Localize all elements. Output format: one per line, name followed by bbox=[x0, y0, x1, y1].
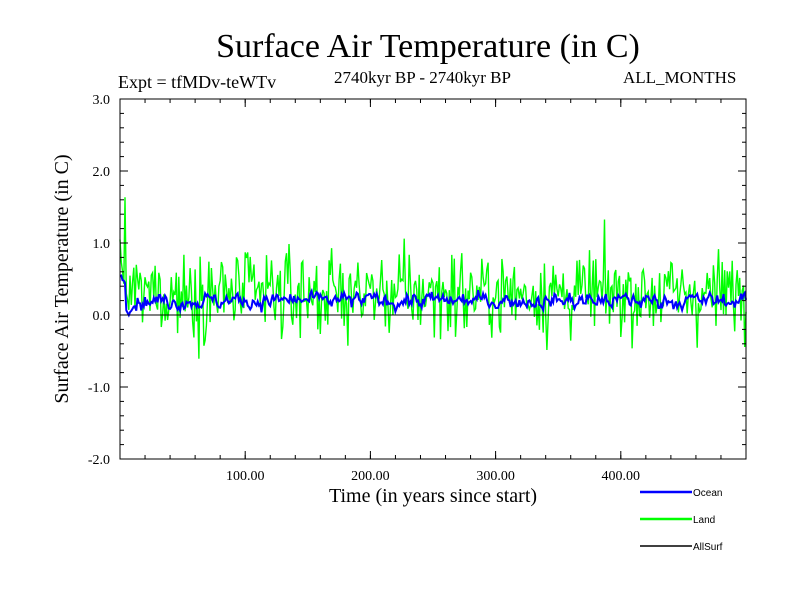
y-tick-label: 1.0 bbox=[93, 237, 111, 252]
y-axis-label: Surface Air Temperature (in C) bbox=[51, 154, 73, 403]
x-tick-label: 400.00 bbox=[602, 469, 641, 484]
series-layer bbox=[119, 197, 747, 359]
land-series-line bbox=[119, 197, 747, 359]
x-tick-label: 300.00 bbox=[476, 469, 515, 484]
x-tick-label: 200.00 bbox=[351, 469, 390, 484]
chart-title: Surface Air Temperature (in C) bbox=[216, 28, 640, 65]
legend: Ocean Land AllSurf bbox=[640, 488, 723, 553]
ocean-series-line bbox=[119, 274, 747, 318]
months-label: ALL_MONTHS bbox=[623, 68, 737, 87]
axes-layer: 100.00 200.00 300.00 400.00 -2.0 -1.0 0.0 1.0 2.… bbox=[88, 93, 747, 484]
period-label: 2740kyr BP - 2740kyr BP bbox=[334, 68, 511, 87]
experiment-label: Expt = tfMDv-teWTv bbox=[118, 72, 277, 92]
legend-label-land: Land bbox=[693, 515, 715, 526]
y-tick-label: 2.0 bbox=[93, 165, 111, 180]
legend-label-allsurf: AllSurf bbox=[693, 542, 723, 553]
x-axis-label: Time (in years since start) bbox=[328, 485, 538, 507]
y-tick-label: 0.0 bbox=[93, 309, 111, 324]
x-tick-label: 100.00 bbox=[226, 469, 265, 484]
y-tick-label: 3.0 bbox=[93, 93, 111, 108]
y-tick-label: -2.0 bbox=[88, 453, 110, 468]
y-tick-label: -1.0 bbox=[88, 381, 110, 396]
plot-frame bbox=[119, 98, 747, 460]
legend-label-ocean: Ocean bbox=[693, 488, 722, 499]
